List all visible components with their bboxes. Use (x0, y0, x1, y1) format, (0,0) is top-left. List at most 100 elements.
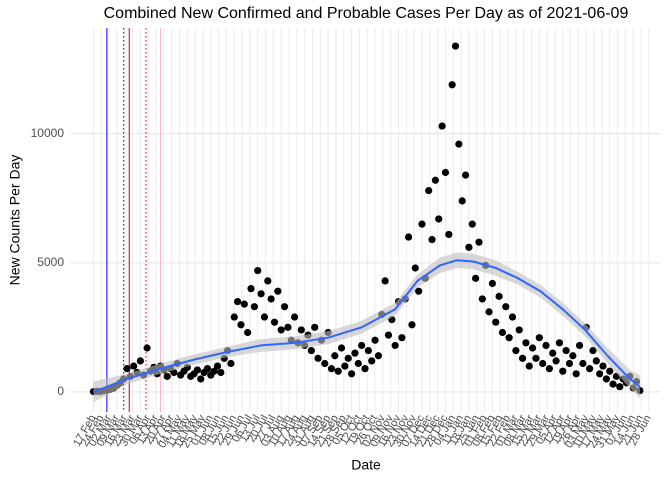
data-point (522, 339, 530, 347)
data-point (435, 215, 443, 223)
data-point (257, 290, 265, 298)
data-point (411, 264, 419, 272)
y-tick-label: 10000 (31, 126, 65, 140)
data-point (498, 328, 507, 337)
data-point (334, 367, 342, 375)
data-point (472, 274, 480, 282)
data-point (358, 341, 366, 350)
data-point (163, 372, 171, 380)
data-point (143, 344, 151, 352)
data-point (327, 365, 336, 373)
data-point (448, 81, 456, 89)
data-point (525, 362, 533, 370)
data-point (311, 323, 319, 331)
data-point (237, 321, 245, 329)
data-point (455, 140, 463, 148)
data-point (341, 362, 349, 370)
data-point (250, 303, 258, 311)
data-point (492, 318, 500, 326)
data-point (488, 279, 496, 288)
data-point (461, 171, 470, 179)
data-point (616, 383, 624, 391)
data-point (234, 297, 242, 306)
data-point (307, 346, 315, 355)
data-point (565, 359, 574, 368)
data-point (552, 357, 560, 365)
data-point (381, 277, 389, 285)
data-point (575, 341, 584, 350)
data-point (535, 334, 543, 342)
data-point (425, 186, 433, 195)
data-point (321, 359, 329, 368)
data-point (572, 370, 580, 378)
data-point (555, 339, 564, 347)
data-point (599, 362, 607, 370)
y-axis-label: New Counts Per Day (7, 155, 23, 286)
confidence-band (93, 252, 640, 403)
data-point (193, 366, 201, 374)
data-point (123, 365, 131, 373)
data-point (589, 346, 597, 355)
data-point (240, 300, 248, 308)
data-point (267, 295, 275, 303)
data-point (297, 326, 305, 334)
data-point (602, 375, 610, 383)
x-axis-label: Date (351, 457, 381, 473)
data-point (592, 357, 600, 365)
data-point (418, 220, 426, 228)
data-point (458, 197, 466, 205)
data-point (559, 367, 567, 375)
data-point (465, 243, 473, 251)
data-point (468, 220, 476, 228)
data-point (428, 236, 436, 244)
data-point (244, 328, 252, 337)
data-point (451, 42, 460, 50)
data-point (431, 176, 439, 184)
data-point (230, 313, 238, 321)
data-point (391, 341, 399, 350)
data-point (130, 362, 138, 370)
data-point (284, 323, 292, 331)
data-point (475, 238, 483, 246)
y-tick-label: 5000 (37, 255, 64, 269)
data-point (351, 349, 359, 357)
data-point (441, 168, 450, 177)
data-point (415, 287, 423, 295)
data-point (609, 380, 617, 388)
data-point (518, 354, 527, 362)
data-point (512, 346, 520, 355)
data-point (337, 344, 346, 352)
data-point (203, 365, 212, 373)
data-point (529, 344, 537, 352)
data-point (532, 354, 540, 362)
data-point (586, 365, 594, 373)
smooth-line (93, 259, 641, 393)
data-point (549, 349, 557, 357)
data-point (227, 359, 235, 368)
data-point (539, 359, 547, 368)
data-point (445, 230, 453, 239)
data-point (562, 346, 570, 355)
data-point (170, 368, 178, 377)
data-point (579, 359, 587, 368)
data-point (274, 287, 282, 295)
data-point (495, 292, 503, 300)
data-point (502, 303, 510, 311)
data-point (210, 367, 218, 375)
data-point (254, 266, 262, 275)
data-point (197, 375, 205, 383)
data-point (361, 365, 369, 373)
data-point (354, 359, 362, 368)
data-point (542, 341, 550, 350)
data-point (247, 285, 255, 293)
data-point (213, 362, 222, 370)
data-point (505, 334, 513, 342)
data-point (136, 357, 144, 365)
data-point (331, 352, 339, 360)
data-point (364, 346, 372, 355)
data-point (260, 313, 269, 321)
data-point (508, 313, 517, 321)
data-point (408, 321, 416, 329)
data-point (277, 326, 285, 334)
